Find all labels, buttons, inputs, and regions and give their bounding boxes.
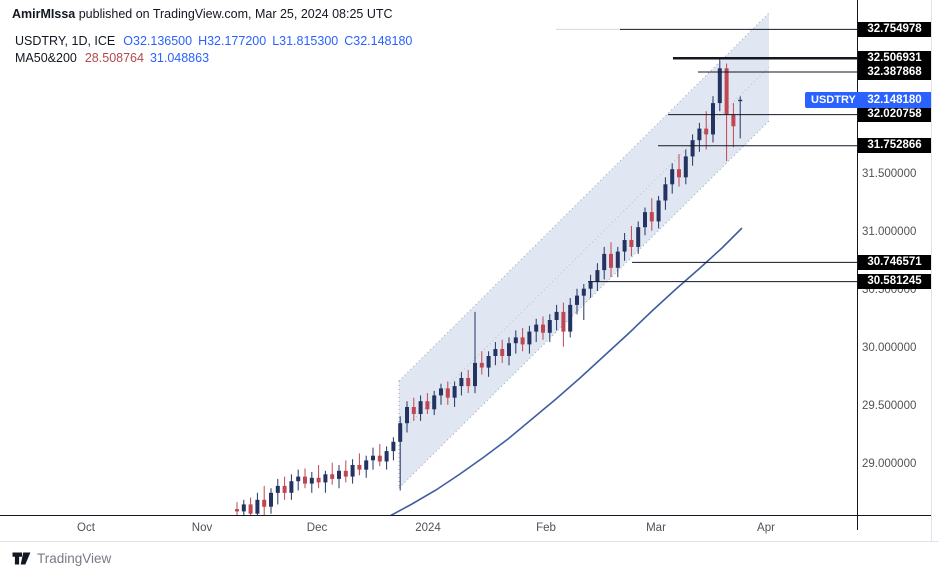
- time-axis-label: Dec: [306, 522, 328, 534]
- trend-channel[interactable]: [398, 12, 770, 489]
- last-price-label: 32.148180: [858, 91, 931, 108]
- legend-ma200-value: 28.508764: [84, 51, 144, 65]
- price-tick-label: 29.000000: [862, 458, 917, 470]
- channel-median-line[interactable]: [398, 66, 770, 435]
- legend-open: O32.136500: [123, 34, 193, 48]
- price-tick-label: 29.500000: [862, 400, 917, 412]
- attribution-line: AmirMIssa published on TradingView.com, …: [12, 7, 393, 21]
- time-axis-label: Nov: [191, 522, 213, 534]
- tradingview-logo-icon[interactable]: [12, 551, 31, 566]
- time-axis-label: Feb: [536, 522, 556, 534]
- level-price-label: 32.020758: [858, 107, 931, 123]
- symbol-price-tag: USDTRY: [805, 92, 862, 108]
- footer: TradingView: [12, 551, 111, 566]
- legend-close: C32.148180: [344, 34, 413, 48]
- legend-ohlc-row: USDTRY, 1D, ICE O32.136500 H32.177200 L31.8…: [15, 33, 412, 50]
- channel-upper-line[interactable]: [398, 12, 770, 382]
- attribution-text: published on TradingView.com, Mar 25, 20…: [75, 7, 393, 21]
- level-price-label: 32.387868: [858, 64, 931, 80]
- legend-ma-label[interactable]: MA50&200: [15, 51, 77, 65]
- legend-symbol[interactable]: USDTRY, 1D, ICE: [15, 34, 116, 48]
- price-tick-label: 31.000000: [862, 226, 917, 238]
- legend-ma-row: MA50&200 28.508764 31.048863: [15, 50, 412, 67]
- candlestick-series: [235, 58, 743, 515]
- author-name: AmirMIssa: [12, 7, 76, 21]
- level-price-label: 30.581245: [858, 274, 931, 290]
- time-axis-label: Oct: [77, 522, 95, 534]
- legend-high: H32.177200: [198, 34, 267, 48]
- time-axis-label: 2024: [415, 522, 441, 534]
- chart-legend: USDTRY, 1D, ICE O32.136500 H32.177200 L31.8…: [15, 33, 412, 67]
- level-price-label: 32.754978: [858, 21, 931, 37]
- price-tick-label: 30.000000: [862, 342, 917, 354]
- brand-name[interactable]: TradingView: [37, 551, 112, 566]
- level-price-label: 30.746571: [858, 254, 931, 270]
- chart-canvas[interactable]: [0, 0, 939, 545]
- time-axis-label: Apr: [757, 522, 775, 534]
- time-axis-label: Mar: [646, 522, 666, 534]
- level-price-label: 31.752866: [858, 138, 931, 154]
- legend-low: L31.815300: [272, 34, 339, 48]
- ma50-line[interactable]: [388, 227, 743, 517]
- legend-ma50-value: 31.048863: [149, 51, 210, 65]
- price-tick-label: 31.500000: [862, 168, 917, 180]
- level-price-label: 32.506931: [858, 50, 931, 66]
